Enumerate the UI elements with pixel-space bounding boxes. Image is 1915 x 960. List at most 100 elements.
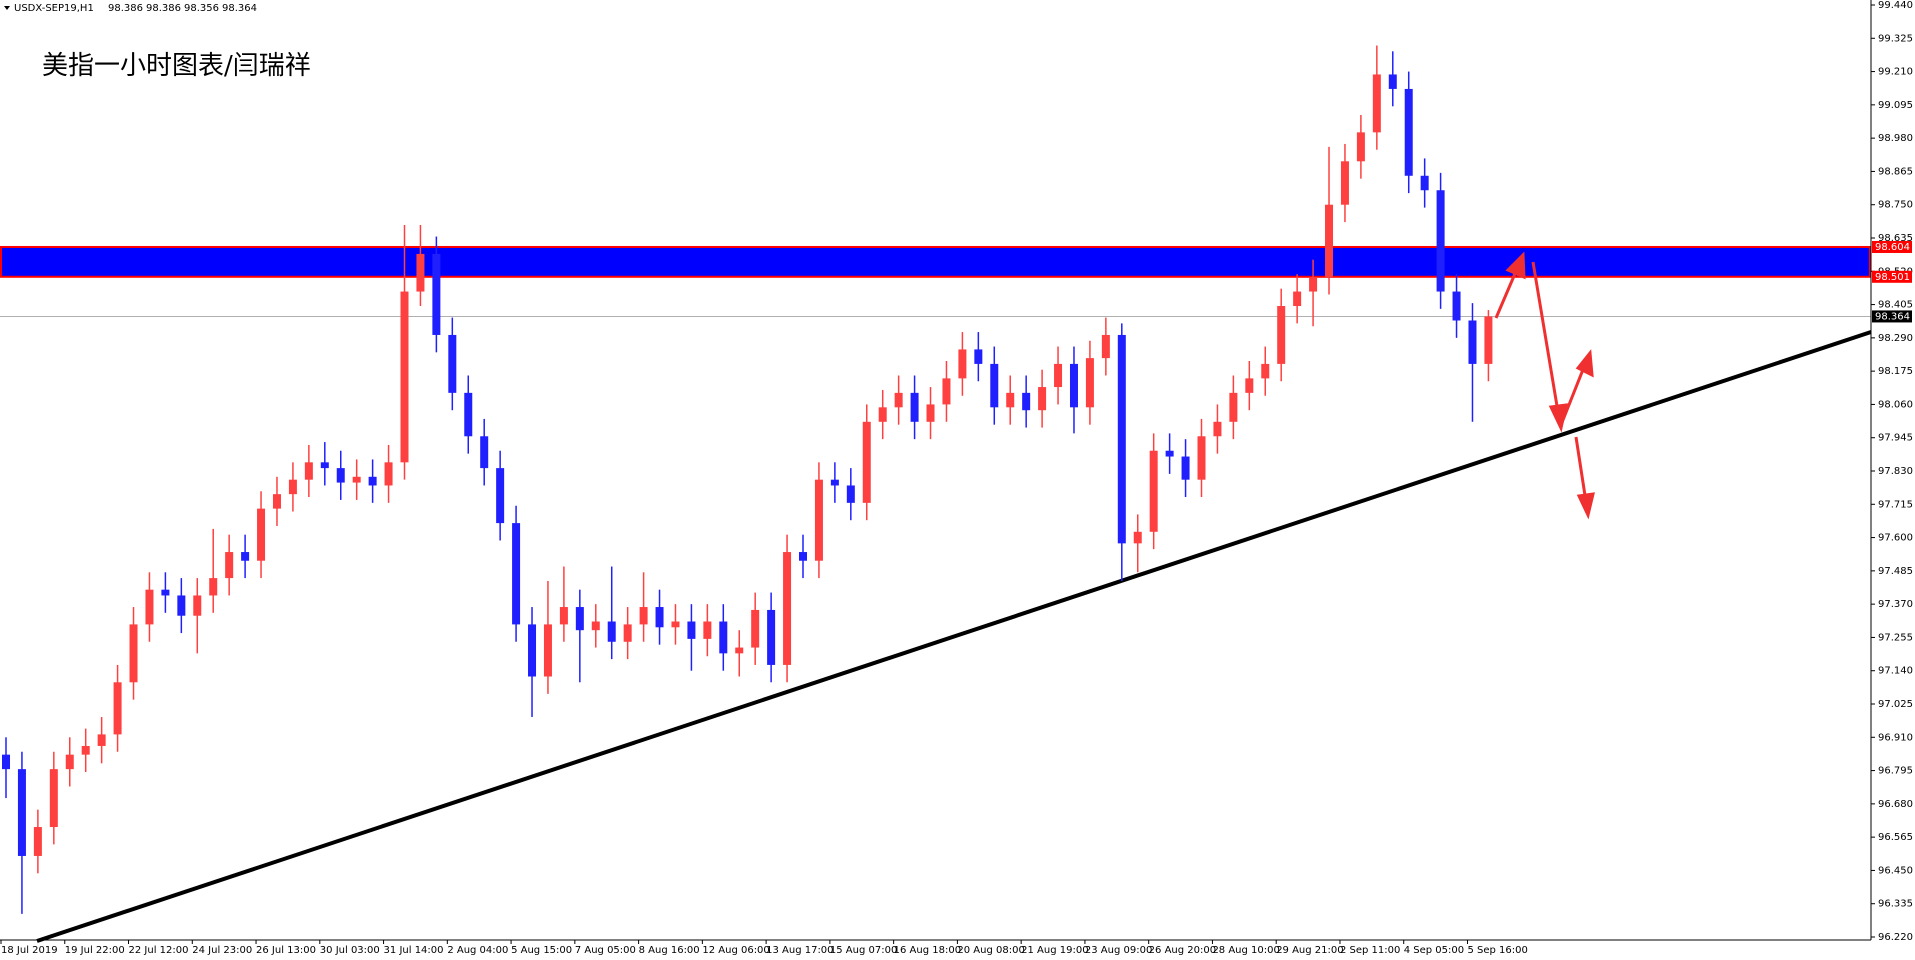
- candle-body: [1085, 358, 1094, 408]
- candle-body: [767, 609, 776, 665]
- price-label-box: [1872, 310, 1912, 323]
- candle-body: [65, 754, 74, 770]
- candle-body: [33, 827, 42, 856]
- candle-body: [81, 745, 90, 755]
- candle-body: [1245, 378, 1254, 393]
- candle-body: [1404, 88, 1413, 176]
- candle-body: [783, 552, 792, 665]
- x-tick-label: 12 Aug 06:00: [702, 945, 769, 956]
- candle-body: [751, 609, 760, 648]
- candle-body: [1101, 334, 1110, 359]
- quote-low: 98.356: [184, 3, 219, 14]
- x-tick-label: 16 Aug 18:00: [894, 945, 961, 956]
- resistance-zone: [0, 245, 1871, 278]
- y-tick-label: 97.715: [1878, 499, 1913, 510]
- arrow-head: [1505, 251, 1526, 280]
- menu-arrow[interactable]: [4, 6, 10, 10]
- arrow: [1559, 361, 1588, 426]
- candle-body: [1420, 175, 1429, 191]
- x-tick-label: 22 Jul 12:00: [129, 945, 189, 956]
- price-label: 98.364: [1875, 311, 1910, 322]
- candle-body: [480, 436, 489, 469]
- x-tick-label: 24 Jul 23:00: [192, 945, 252, 956]
- price-label: 98.604: [1875, 242, 1910, 253]
- under-layer: [0, 245, 1871, 317]
- x-tick-label: 19 Jul 22:00: [65, 945, 125, 956]
- y-tick-label: 99.210: [1878, 67, 1913, 78]
- x-tick-label: 13 Aug 17:00: [766, 945, 833, 956]
- x-tick-label: 29 Aug 21:00: [1276, 945, 1343, 956]
- candle-body: [687, 621, 696, 639]
- candle-body: [655, 607, 664, 628]
- candle-body: [304, 462, 313, 480]
- price-label-box: [1872, 240, 1912, 253]
- candle-body: [942, 378, 951, 405]
- candle-body: [1213, 421, 1222, 437]
- candle-body: [432, 253, 441, 335]
- candles: [2, 45, 1493, 914]
- candle-body: [830, 479, 839, 486]
- candle-body: [559, 607, 568, 625]
- x-tick-label: 31 Jul 14:00: [384, 945, 444, 956]
- candle-body: [113, 682, 122, 735]
- x-tick-label: 21 Aug 19:00: [1021, 945, 1088, 956]
- x-tick-label: 8 Aug 16:00: [639, 945, 700, 956]
- candle-body: [974, 349, 983, 364]
- candle-body: [1197, 436, 1206, 480]
- candle-body: [1436, 190, 1445, 292]
- candle-body: [1165, 450, 1174, 457]
- candle-body: [719, 621, 728, 654]
- candle-body: [1452, 291, 1461, 321]
- arrow: [1531, 261, 1561, 419]
- quote-high: 98.386: [146, 3, 181, 14]
- y-tick-label: 99.325: [1878, 33, 1913, 44]
- price-label: 98.501: [1875, 272, 1910, 283]
- x-tick-label: 28 Aug 10:00: [1212, 945, 1279, 956]
- y-tick-label: 98.635: [1878, 233, 1913, 244]
- candle-body: [958, 349, 967, 379]
- y-tick-label: 98.060: [1878, 399, 1913, 410]
- candle-body: [528, 624, 537, 677]
- candle-body: [464, 392, 473, 437]
- y-tick-label: 98.290: [1878, 333, 1913, 344]
- y-tick-label: 96.795: [1878, 766, 1913, 777]
- candle-body: [703, 621, 712, 639]
- candle-body: [878, 407, 887, 422]
- candle-body: [1069, 363, 1078, 408]
- candle-body: [591, 621, 600, 631]
- candle-body: [288, 479, 297, 495]
- candle-body: [336, 468, 345, 483]
- quote-close: 98.364: [222, 3, 257, 14]
- candle-body: [1006, 392, 1015, 408]
- symbol: USDX-SEP19,H1: [14, 3, 94, 14]
- candle-body: [799, 552, 807, 561]
- x-tick-label: 2 Aug 04:00: [447, 945, 508, 956]
- y-tick-label: 97.025: [1878, 699, 1913, 710]
- candle-body: [193, 595, 202, 616]
- x-tick-label: 15 Aug 07:00: [830, 945, 897, 956]
- candle-body: [862, 421, 871, 503]
- arrows: [1494, 251, 1595, 520]
- candle-body: [671, 621, 680, 628]
- y-tick-label: 96.335: [1878, 899, 1913, 910]
- candle-body: [49, 769, 58, 828]
- x-tick-label: 20 Aug 08:00: [957, 945, 1024, 956]
- candle-body: [177, 595, 186, 616]
- candle-body: [1181, 456, 1190, 480]
- candle-body: [368, 476, 377, 486]
- y-tick-label: 97.830: [1878, 466, 1913, 477]
- y-tick-label: 97.255: [1878, 632, 1913, 643]
- candle-body: [607, 621, 616, 642]
- candle-body: [448, 334, 457, 393]
- candle-body: [161, 589, 170, 596]
- y-tick-label: 97.370: [1878, 599, 1913, 610]
- candle-body: [894, 392, 903, 408]
- candle-body: [1054, 363, 1063, 388]
- y-tick-label: 98.175: [1878, 366, 1913, 377]
- candle-body: [1293, 291, 1302, 307]
- candle-body: [1356, 132, 1365, 162]
- candle-body: [1277, 306, 1286, 364]
- candle-body: [512, 523, 521, 625]
